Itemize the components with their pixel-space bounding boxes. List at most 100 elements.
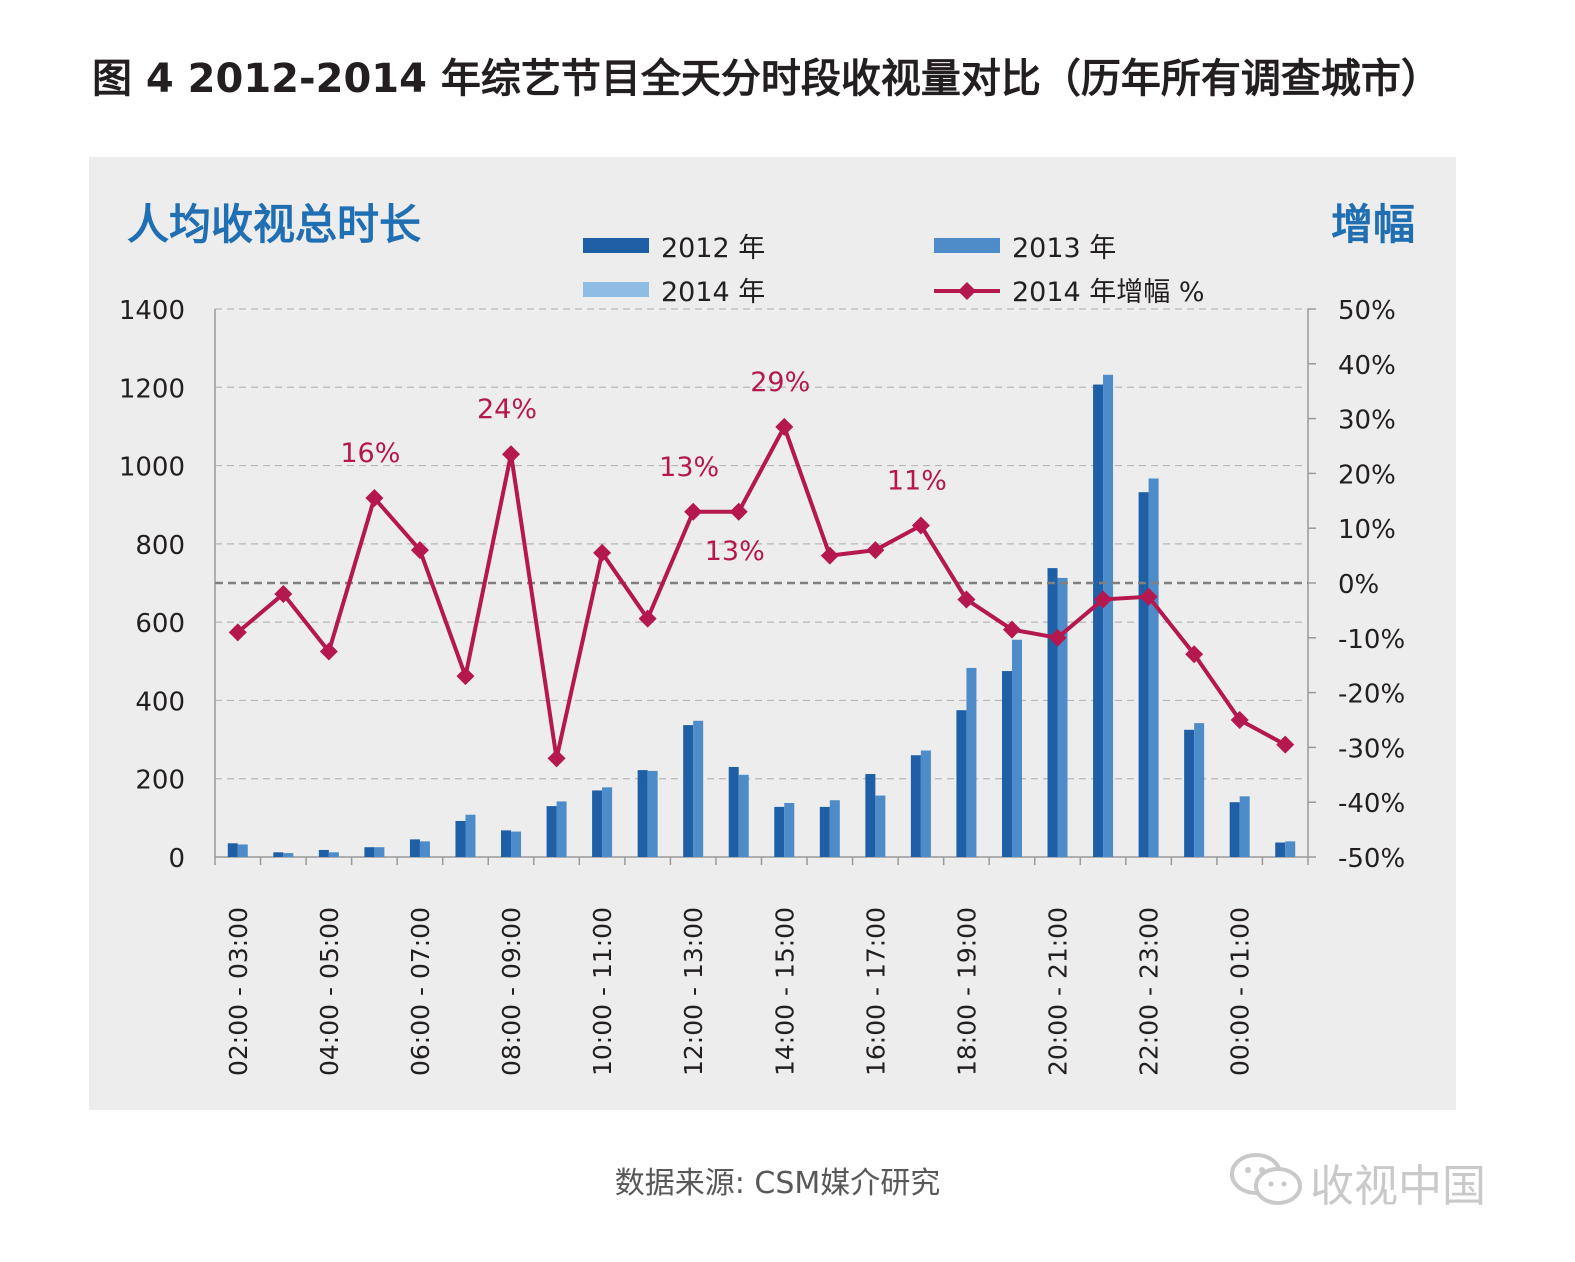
x-tick-label: 02:00 - 03:00	[224, 907, 253, 1076]
bar-2013	[1239, 796, 1250, 857]
y2-tick-label: -40%	[1338, 789, 1405, 819]
growth-marker	[547, 749, 566, 768]
bar-2012	[637, 770, 648, 857]
bar-2012	[409, 839, 420, 857]
bar-2012	[364, 847, 375, 857]
bar-2013	[1057, 577, 1068, 857]
growth-marker	[410, 541, 429, 560]
legend-swatch-2012	[583, 238, 649, 253]
x-tick-label: 16:00 - 17:00	[861, 907, 890, 1076]
bar-2013	[647, 770, 658, 857]
bar-2013	[693, 720, 704, 857]
bar-2012	[728, 766, 739, 857]
growth-marker	[1094, 590, 1113, 609]
growth-marker	[365, 489, 384, 508]
data-label: 29%	[750, 367, 810, 398]
data-label: 13%	[705, 536, 765, 567]
bar-2013	[556, 801, 567, 857]
bar-2012	[956, 710, 967, 857]
growth-marker	[1230, 711, 1249, 729]
growth-marker	[1002, 620, 1021, 639]
y2-tick-label: 40%	[1338, 351, 1396, 381]
y-tick-label: 0	[168, 844, 185, 874]
bar-2013	[875, 795, 886, 857]
bar-2013	[966, 667, 977, 857]
growth-marker	[1276, 735, 1295, 754]
bar-2013	[419, 841, 430, 857]
bar-2013	[1103, 374, 1114, 857]
bar-2013	[283, 853, 294, 857]
growth-marker	[638, 609, 657, 628]
growth-marker	[957, 590, 976, 609]
x-tick-label: 12:00 - 13:00	[679, 907, 708, 1076]
legend-label-2014: 2014 年	[661, 277, 765, 308]
bar-2012	[546, 806, 557, 857]
x-tick-label: 06:00 - 07:00	[406, 907, 435, 1076]
bar-2012	[683, 725, 694, 857]
bar-2012	[227, 843, 238, 857]
y-tick-label: 1000	[119, 453, 185, 483]
growth-marker	[866, 541, 885, 560]
chart-panel: 人均收视总时长 增幅 0 200 400 600 800 1000 1200 1400 -50% -4…	[89, 157, 1456, 1110]
bar-2012	[501, 830, 512, 857]
growth-marker	[502, 445, 521, 464]
x-tick-label: 08:00 - 09:00	[497, 907, 526, 1076]
growth-marker	[274, 584, 293, 603]
y2-tick-label: -50%	[1338, 844, 1405, 874]
bar-2013	[511, 831, 522, 857]
bar-2013	[1148, 478, 1159, 857]
growth-marker	[775, 417, 794, 436]
bar-2012	[592, 790, 603, 857]
y-tick-label: 1400	[119, 296, 185, 326]
legend-swatch-2013	[934, 238, 1000, 253]
growth-marker	[1185, 645, 1204, 664]
bar-2012	[910, 755, 921, 857]
legend-label-2013: 2013 年	[1012, 233, 1116, 264]
growth-marker	[319, 642, 338, 661]
bar-2012	[1275, 842, 1286, 857]
legend-swatch-2014	[583, 282, 649, 297]
bar-2013	[1285, 841, 1296, 857]
y-tick-label: 400	[135, 687, 185, 717]
growth-marker	[593, 543, 612, 562]
bar-2012	[819, 806, 830, 857]
chart: 人均收视总时长 增幅 0 200 400 600 800 1000 1200 1400 -50% -4…	[119, 200, 1415, 1076]
figure-title: 图 4 2012-2014 年综艺节目全天分时段收视量对比（历年所有调查城市）	[92, 56, 1441, 102]
growth-marker	[1048, 628, 1067, 647]
y2-tick-label: -20%	[1338, 680, 1405, 710]
y2-tick-label: 10%	[1338, 515, 1396, 545]
bar-2013	[920, 750, 931, 857]
bar-2012	[1093, 384, 1104, 857]
y2-tick-label: 50%	[1338, 296, 1396, 326]
source-note: 数据来源: CSM媒介研究	[614, 1166, 941, 1201]
legend-label-growth: 2014 年增幅 %	[1012, 277, 1205, 308]
bar-2012	[1229, 802, 1240, 857]
x-tick-label: 22:00 - 23:00	[1135, 907, 1164, 1076]
x-tick-label: 18:00 - 19:00	[952, 907, 981, 1076]
y2-tick-label: 0%	[1338, 570, 1379, 600]
growth-marker	[911, 516, 930, 535]
y-tick-label: 200	[135, 766, 185, 796]
bar-2012	[1001, 671, 1012, 857]
bar-2013	[237, 844, 248, 857]
y2-tick-label: 30%	[1338, 406, 1396, 436]
data-label: 16%	[340, 438, 400, 469]
y-tick-label: 600	[135, 609, 185, 639]
x-tick-label: 10:00 - 11:00	[588, 907, 617, 1076]
growth-marker	[729, 502, 748, 521]
wechat-icon	[1230, 1153, 1302, 1205]
bar-2012	[273, 852, 284, 857]
x-tick-label: 04:00 - 05:00	[315, 907, 344, 1076]
bar-2013	[1011, 639, 1022, 857]
bar-2013	[829, 800, 840, 857]
growth-marker	[228, 623, 247, 642]
bar-2013	[328, 852, 339, 857]
growth-marker	[456, 667, 475, 686]
bar-2012	[455, 820, 466, 857]
growth-marker	[684, 502, 703, 521]
bar-2012	[318, 849, 329, 857]
growth-line	[236, 424, 1287, 761]
legend-marker-growth	[958, 282, 976, 300]
growth-marker	[820, 546, 839, 565]
y2-tick-label: -10%	[1338, 625, 1405, 655]
